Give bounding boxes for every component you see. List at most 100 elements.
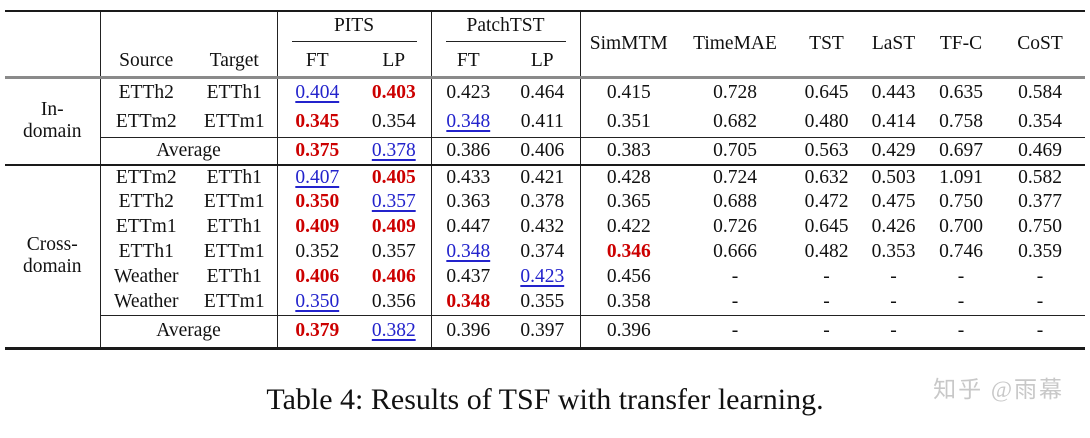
value-cell: 0.403 [357, 77, 432, 107]
value-cell: 0.632 [804, 166, 849, 188]
table-row: ETTm2 ETTm1 0.345 0.354 0.348 0.411 0.351 0.682… [5, 107, 1085, 137]
value-cell: 0.382 [357, 314, 432, 348]
value-cell: 0.456 [606, 266, 651, 288]
value-cell: 0.397 [505, 314, 581, 348]
value-cell: 0.724 [713, 166, 757, 188]
value-cell: 0.584 [1018, 81, 1062, 103]
value-cell: 0.480 [804, 110, 849, 132]
value-cell: - [890, 291, 897, 313]
value-cell: 0.433 [446, 166, 491, 188]
average-label: Average [100, 136, 278, 165]
value-cell: 0.415 [606, 81, 651, 103]
value-cell: 0.700 [939, 216, 983, 238]
target-cell: ETTh1 [192, 165, 278, 190]
source-cell: Weather [114, 266, 179, 288]
value-cell: 0.358 [606, 291, 651, 313]
value-cell: 0.409 [295, 216, 340, 238]
value-cell: 0.582 [1018, 166, 1062, 188]
value-cell: 0.378 [357, 136, 432, 165]
value-cell: 0.351 [606, 110, 651, 132]
value-cell: 0.352 [295, 241, 340, 263]
value-cell: 0.423 [505, 265, 581, 290]
table-container: PITS PatchTST SimMTM TimeMAE TST LaST TF… [5, 10, 1086, 350]
pits-group-label: PITS [291, 15, 417, 43]
value-cell: 0.688 [713, 191, 757, 213]
value-cell: 0.726 [713, 216, 757, 238]
value-cell: - [823, 291, 830, 313]
target-cell: ETTh1 [192, 77, 278, 107]
value-cell: 0.758 [939, 110, 983, 132]
source-cell: Weather [114, 291, 179, 313]
value-cell: - [731, 266, 739, 288]
patchtst-group-label: PatchTST [445, 15, 566, 43]
value-cell: 0.406 [357, 265, 432, 290]
target-cell: ETTm1 [192, 190, 278, 215]
value-cell: - [890, 266, 897, 288]
average-row: Average 0.375 0.378 0.386 0.406 0.383 0.705 0.5… [5, 136, 1086, 165]
section-label: In-domain [5, 77, 101, 165]
results-table: PITS PatchTST SimMTM TimeMAE TST LaST TF… [5, 10, 1086, 350]
column-header-pits-ft: FT [305, 50, 329, 72]
value-cell: 0.750 [939, 191, 983, 213]
value-cell: 0.464 [505, 77, 581, 107]
value-cell: 0.635 [939, 81, 983, 103]
value-cell: 0.645 [804, 216, 849, 238]
value-cell: 0.363 [446, 191, 491, 213]
value-cell: 0.406 [505, 136, 581, 165]
watermark: 知乎 @雨幕 [933, 377, 1064, 402]
value-cell: 0.426 [871, 216, 916, 238]
value-cell: 0.563 [793, 136, 861, 165]
source-cell: ETTh2 [118, 81, 174, 103]
value-cell: 0.375 [277, 136, 357, 165]
value-cell: - [1036, 291, 1044, 313]
value-cell: 0.377 [1018, 191, 1062, 213]
average-row: Average 0.379 0.382 0.396 0.397 0.396- - - - - [5, 314, 1086, 348]
value-cell: 0.697 [927, 136, 996, 165]
value-cell: 0.728 [713, 81, 757, 103]
value-cell: 0.365 [606, 191, 651, 213]
value-cell: 0.411 [505, 107, 581, 137]
target-cell: ETTm1 [192, 240, 278, 265]
column-group-patchtst: PatchTST [431, 11, 581, 47]
value-cell: 0.482 [804, 241, 849, 263]
value-cell: 0.475 [871, 191, 916, 213]
source-cell: ETTh2 [118, 191, 174, 213]
value-cell: 0.396 [580, 314, 678, 348]
column-header-simmtm: SimMTM [589, 32, 668, 54]
value-cell: 0.404 [295, 81, 340, 103]
target-cell: ETTh1 [192, 265, 278, 290]
target-cell: ETTh1 [192, 215, 278, 240]
value-cell: - [823, 266, 830, 288]
value-cell: - [677, 314, 794, 348]
value-cell: 0.705 [677, 136, 794, 165]
source-cell: ETTm1 [115, 216, 177, 238]
value-cell: 0.437 [446, 266, 491, 288]
header-row-sub: Source Target FT LP FT LP [5, 47, 1085, 77]
column-header-tfc: TF-C [939, 32, 983, 54]
column-header-timemae: TimeMAE [693, 32, 777, 54]
value-cell: 0.472 [804, 191, 849, 213]
value-cell: 0.447 [446, 216, 491, 238]
value-cell: 0.354 [1018, 110, 1062, 132]
value-cell: 0.645 [804, 81, 849, 103]
table-row: Cross-domain ETTm2 ETTh1 0.407 0.405 0.433 0.4… [5, 165, 1085, 348]
value-cell: 0.409 [357, 215, 432, 240]
column-header-cost: CoST [1017, 32, 1063, 54]
column-header-pits-lp: LP [357, 47, 432, 77]
column-header-patchtst-ft: FT [456, 50, 480, 72]
value-cell: 0.350 [295, 191, 340, 213]
value-cell: 0.432 [505, 215, 581, 240]
value-cell: 0.348 [446, 241, 491, 263]
value-cell: 0.356 [357, 290, 432, 315]
value-cell: 0.357 [357, 190, 432, 215]
value-cell: 0.350 [295, 291, 340, 313]
value-cell: 0.359 [1018, 241, 1062, 263]
source-cell: ETTh1 [118, 241, 174, 263]
value-cell: - [731, 291, 739, 313]
cross-domain-section: Cross-domain ETTm2 ETTh1 0.407 0.405 0.433 0.4… [5, 165, 1086, 348]
table-row: ETTh2 ETTm1 0.350 0.357 0.363 0.378 0.365 0.688… [5, 190, 1085, 215]
value-cell: 0.348 [446, 291, 491, 313]
value-cell: - [793, 314, 861, 348]
value-cell: 0.348 [446, 110, 491, 132]
